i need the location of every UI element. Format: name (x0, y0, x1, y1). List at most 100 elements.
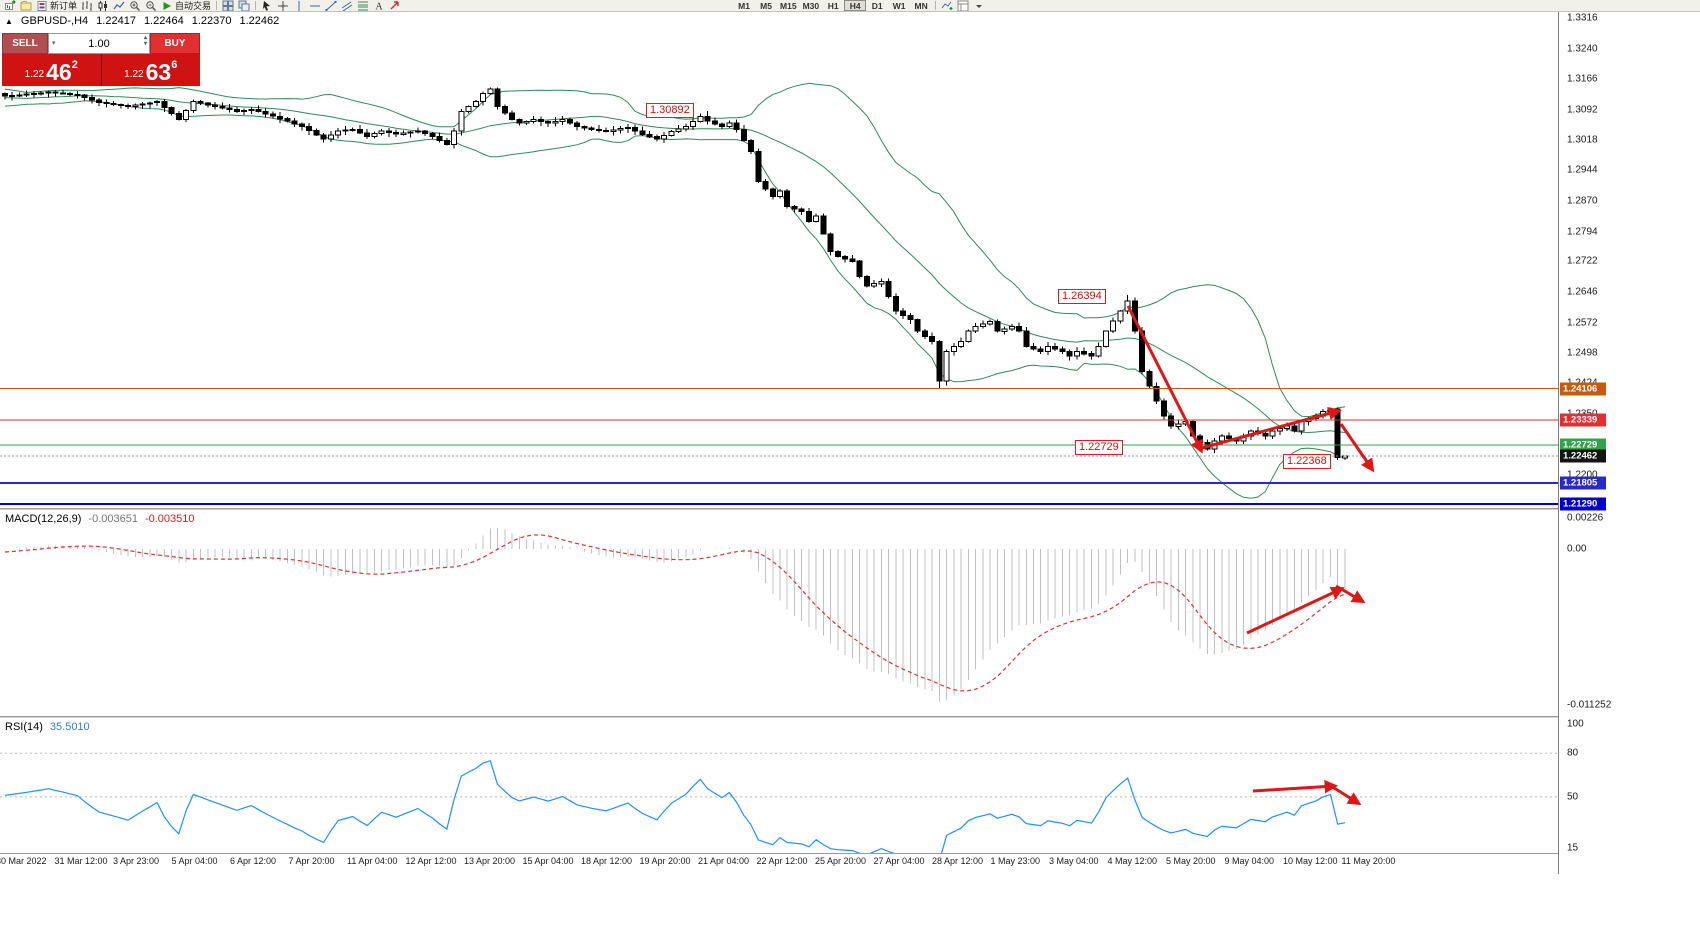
bar-chart-button[interactable] (79, 0, 95, 11)
crosshair-tool-button[interactable] (275, 0, 291, 11)
timeframe-m1-button[interactable]: M1 (738, 0, 750, 11)
timeframe-m5-button[interactable]: M5 (760, 0, 772, 11)
cascade-windows-button[interactable] (236, 0, 252, 11)
trend-arrow[interactable] (1126, 305, 1203, 454)
symbol-marker-icon: ▲ (5, 16, 13, 26)
buy-button[interactable]: BUY (150, 33, 200, 54)
templates-button[interactable] (955, 0, 971, 11)
panel-separator[interactable] (0, 508, 1600, 510)
macd-histogram (4, 528, 1346, 702)
buy-price-big: 63 (145, 59, 172, 85)
panel-separator[interactable] (0, 716, 1600, 718)
fibonacci-tool-button[interactable] (355, 0, 371, 11)
arrow-tool-icon (389, 0, 401, 11)
price-tag: 1.22729 (1560, 438, 1606, 452)
rsi-line (4, 759, 1346, 853)
price-chart[interactable] (0, 12, 1558, 508)
time-axis-label: 31 Mar 12:00 (54, 856, 108, 866)
new-chart-icon (4, 0, 16, 11)
price-axis-label: 1.3092 (1567, 104, 1598, 116)
timeframe-m15-button[interactable]: M15 (780, 0, 797, 11)
macd-name: MACD(12,26,9) (5, 513, 82, 525)
trendline-icon (325, 0, 337, 11)
trend-arrow[interactable] (1246, 586, 1345, 635)
period-dropdown-button[interactable] (971, 0, 987, 11)
timeframe-h1-button[interactable]: H1 (827, 0, 839, 11)
timeframe-mn-button[interactable]: MN (914, 0, 928, 11)
trend-arrow[interactable] (1252, 779, 1339, 794)
trendline-tool-button[interactable] (323, 0, 339, 11)
chart-candles-icon (97, 0, 109, 11)
volume-input[interactable]: ▾ 1.00 ▴ ▾ (48, 33, 150, 54)
macd-label: MACD(12,26,9) -0.003651 -0.003510 (5, 513, 195, 525)
rsi-axis-label: 15 (1567, 842, 1579, 854)
autotrading-button[interactable]: 自动交易 (159, 0, 213, 11)
rsi-axis-label: 80 (1567, 747, 1579, 759)
timeframe-d1-button[interactable]: D1 (871, 0, 883, 11)
price-axis-label: 1.3240 (1567, 43, 1598, 55)
buy-price-panel[interactable]: 1.22 63 6 (101, 54, 200, 86)
indicators-icon (941, 0, 953, 11)
candlestick-chart-button[interactable] (95, 0, 111, 11)
rsi-axis-label: 100 (1567, 718, 1584, 730)
macd-axis-label: 0.00 (1567, 543, 1587, 555)
timeframe-h4-button[interactable]: H4 (844, 0, 867, 11)
price-axis-label: 1.3018 (1567, 134, 1598, 146)
time-axis-label: 5 Apr 04:00 (171, 856, 218, 866)
arrows-tool-button[interactable] (387, 0, 403, 11)
price-annotation[interactable]: 1.30892 (646, 103, 694, 118)
rsi-axis-label: 50 (1567, 791, 1579, 803)
channel-icon (341, 0, 353, 11)
time-axis-label: 12 Apr 12:00 (405, 856, 457, 866)
price-annotation[interactable]: 1.26394 (1058, 289, 1106, 304)
price-axis-label: 1.2350 (1567, 408, 1598, 419)
time-axis[interactable]: 30 Mar 2022 31 Mar 12:00 3 Apr 23:00 5 Apr … (0, 854, 1700, 874)
symbol-period: GBPUSD-,H4 (20, 15, 89, 27)
price-annotation[interactable]: 1.22368 (1283, 454, 1331, 469)
volume-dropdown-icon[interactable]: ▾ (52, 40, 56, 47)
time-axis-label: 9 May 04:00 (1224, 856, 1275, 866)
trend-arrow[interactable] (1330, 784, 1362, 806)
cursor-tool-button[interactable] (259, 0, 275, 11)
profiles-icon (20, 0, 32, 11)
rsi-panel[interactable] (0, 718, 1558, 853)
price-annotation[interactable]: 1.22729 (1075, 440, 1123, 455)
price-tag: 1.21290 (1560, 497, 1606, 511)
timeframe-w1-button[interactable]: W1 (892, 0, 906, 11)
time-axis-label: 1 May 23:00 (990, 856, 1041, 866)
price-axis-label: 1.2646 (1567, 286, 1598, 298)
indicators-button[interactable] (939, 0, 955, 11)
horizontal-lines[interactable] (0, 388, 1558, 505)
line-chart-button[interactable] (111, 0, 127, 11)
fibonacci-icon (357, 0, 369, 11)
crosshair-icon (277, 0, 289, 11)
new-chart-button[interactable] (2, 0, 18, 11)
vertical-line-tool-button[interactable] (291, 0, 307, 11)
trend-arrow[interactable] (1335, 584, 1366, 604)
price-scale[interactable]: 1.3316 1.3240 1.3166 1.3092 1.3018 1.2944 1.28… (1558, 12, 1700, 874)
zoom-in-button[interactable] (127, 0, 143, 11)
zoom-in-icon (129, 0, 141, 11)
text-tool-button[interactable]: A (371, 0, 387, 11)
rsi-level-lines (0, 752, 1558, 798)
zoom-out-button[interactable] (143, 0, 159, 11)
macd-value-main: -0.003651 (88, 513, 138, 525)
timeframe-m30-button[interactable]: M30 (802, 0, 820, 11)
autotrading-icon (161, 0, 173, 11)
time-axis-label: 18 Apr 12:00 (581, 856, 633, 866)
horizontal-line-tool-button[interactable] (307, 0, 323, 11)
price-tag: 1.23339 (1560, 413, 1606, 427)
trend-arrow[interactable] (1197, 406, 1342, 451)
tile-windows-button[interactable] (220, 0, 236, 11)
volume-stepper[interactable]: ▴ ▾ (143, 35, 147, 47)
macd-panel[interactable] (0, 510, 1558, 716)
equidistant-channel-tool-button[interactable] (339, 0, 355, 11)
time-axis-label: 13 Apr 20:00 (464, 856, 516, 866)
sell-button[interactable]: SELL (2, 33, 48, 54)
profiles-button[interactable] (18, 0, 34, 11)
cursor-icon (261, 0, 273, 11)
sell-price-big: 46 (46, 59, 72, 85)
new-order-button[interactable]: 新订单 (34, 0, 79, 11)
sell-price-panel[interactable]: 1.22 46 2 (2, 54, 101, 86)
trend-arrow[interactable] (1339, 423, 1375, 473)
